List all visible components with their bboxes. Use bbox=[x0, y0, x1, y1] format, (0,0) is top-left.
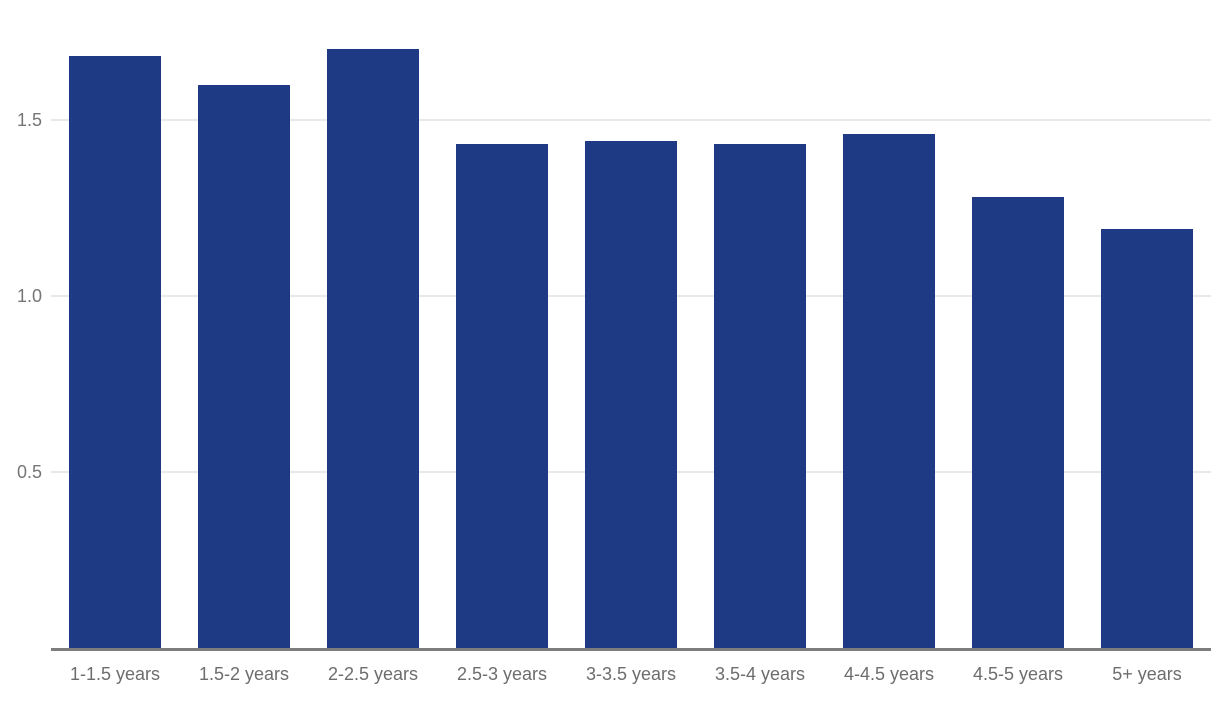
bar-2.5-3 years bbox=[456, 144, 548, 648]
x-label-slot: 4.5-5 years bbox=[972, 662, 1064, 686]
y-tick-label: 1.0 bbox=[16, 285, 42, 306]
y-tick-label: 0.5 bbox=[16, 461, 42, 482]
x-label-slot: 2.5-3 years bbox=[456, 662, 548, 686]
x-axis-label: 2.5-3 years bbox=[456, 664, 548, 684]
x-label-slot: 3.5-4 years bbox=[714, 662, 806, 686]
bar-2-2.5 years bbox=[327, 49, 419, 648]
bar-1.5-2 years bbox=[198, 84, 290, 648]
bar-4-4.5 years bbox=[843, 133, 935, 648]
x-axis-label: 1.5-2 years bbox=[198, 664, 290, 684]
x-axis-label: 3.5-4 years bbox=[714, 664, 806, 684]
bar-4.5-5 years bbox=[972, 197, 1064, 648]
x-label-slot: 1-1.5 years bbox=[69, 662, 161, 686]
x-axis-label: 2-2.5 years bbox=[327, 664, 419, 684]
x-axis-line bbox=[51, 648, 1211, 651]
bar-3.5-4 years bbox=[714, 144, 806, 648]
x-axis-label: 4-4.5 years bbox=[843, 664, 935, 684]
x-label-slot: 5+ years bbox=[1101, 662, 1193, 686]
x-axis-label: 1-1.5 years bbox=[69, 664, 161, 684]
x-label-slot: 3-3.5 years bbox=[585, 662, 677, 686]
y-tick-label: 1.5 bbox=[16, 109, 42, 130]
x-axis-label: 5+ years bbox=[1112, 664, 1182, 684]
gridline-1.5 bbox=[51, 118, 1211, 121]
plot-area bbox=[51, 0, 1211, 648]
x-label-slot: 1.5-2 years bbox=[198, 662, 290, 686]
bar-1-1.5 years bbox=[69, 56, 161, 648]
x-axis-label: 3-3.5 years bbox=[585, 664, 677, 684]
x-label-slot: 2-2.5 years bbox=[327, 662, 419, 686]
x-axis-labels: 1-1.5 years 1.5-2 years 2-2.5 years 2.5-3 y… bbox=[51, 662, 1211, 686]
bars bbox=[51, 0, 1211, 648]
x-axis-label: 4.5-5 years bbox=[972, 664, 1064, 684]
x-label-slot: 4-4.5 years bbox=[843, 662, 935, 686]
bar-3-3.5 years bbox=[585, 140, 677, 648]
bar-5+ years bbox=[1101, 228, 1193, 648]
